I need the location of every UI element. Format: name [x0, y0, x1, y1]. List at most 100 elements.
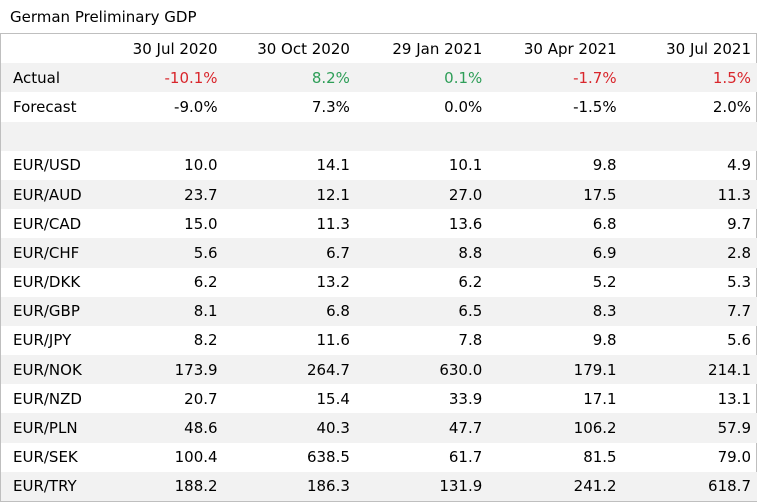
actual-value: 8.2%: [223, 63, 356, 93]
volatility-value: 14.1: [316, 156, 350, 175]
volatility-value: 23.7: [97, 179, 224, 210]
actual-value: -10.1%: [97, 63, 224, 93]
spacer-row: [1, 121, 757, 151]
volatility-value: 15.4: [316, 389, 350, 408]
column-header: 30 Apr 2021: [523, 39, 617, 58]
volatility-value: 10.1: [448, 156, 483, 175]
volatility-value: 20.7: [184, 389, 218, 408]
volatility-value: 106.2: [488, 413, 623, 443]
volatility-value: 7.8: [458, 331, 483, 350]
volatility-value: 6.2: [193, 273, 218, 292]
table-row: EUR/NOK 173.9 264.7 630.0 179.1 214.1: [1, 355, 757, 385]
header-row: 30 Jul 2020 30 Oct 2020 29 Jan 2021 30 A…: [1, 34, 757, 63]
volatility-value: 8.8: [355, 238, 489, 268]
volatility-value: 11.6: [316, 331, 350, 350]
volatility-value: 8.3: [488, 296, 623, 326]
volatility-value: 7.7: [622, 296, 757, 326]
forecast-value: -9.0%: [174, 97, 218, 116]
volatility-value: 15.0: [184, 214, 218, 233]
volatility-value: 5.3: [727, 273, 751, 292]
volatility-value: 638.5: [306, 448, 350, 467]
currency-pair-label: EUR/NZD: [13, 389, 82, 408]
column-header: 30 Jul 2021: [666, 39, 751, 58]
table-row: EUR/GBP 8.1 6.8 6.5 8.3 7.7: [1, 296, 757, 326]
volatility-value: 10.0: [184, 156, 218, 175]
volatility-value: 6.5: [355, 296, 489, 326]
row-label: Actual: [1, 63, 98, 93]
currency-pair-label: EUR/SEK: [13, 448, 78, 467]
currency-pair-label: EUR/JPY: [13, 331, 72, 350]
table-row: EUR/CHF 5.6 6.7 8.8 6.9 2.8: [1, 238, 757, 268]
table-row: EUR/TRY 188.2 186.3 131.9 241.2 618.7: [1, 471, 757, 501]
volatility-value: 11.3: [316, 214, 350, 233]
volatility-value: 6.7: [223, 238, 356, 268]
volatility-value: 2.8: [622, 238, 757, 268]
volatility-value: 241.2: [488, 471, 623, 501]
volatility-value: 186.3: [223, 471, 356, 501]
table-row: EUR/SEK 100.4 638.5 61.7 81.5 79.0: [1, 443, 757, 472]
forecast-value: -1.5%: [573, 97, 617, 116]
forecast-value: 7.3%: [311, 97, 350, 116]
table-row: EUR/AUD 23.7 12.1 27.0 17.5 11.3: [1, 179, 757, 210]
currency-pair-label: EUR/TRY: [1, 471, 98, 501]
actual-value: 0.1%: [355, 63, 489, 93]
volatility-value: 13.6: [448, 214, 483, 233]
volatility-value: 4.9: [727, 156, 751, 175]
spacer-cell: [97, 121, 224, 151]
volatility-value: 179.1: [488, 355, 623, 385]
actual-value: 1.5%: [622, 63, 757, 93]
column-header: 30 Oct 2020: [257, 39, 350, 58]
currency-pair-label: EUR/GBP: [1, 296, 98, 326]
currency-pair-label: EUR/CHF: [1, 238, 98, 268]
column-header: 30 Jul 2020: [132, 39, 218, 58]
currency-pair-rows: EUR/USD 10.0 14.1 10.1 9.8 4.9 EUR/AUD 23.7 12.1…: [1, 151, 757, 501]
volatility-value: 6.9: [488, 238, 623, 268]
volatility-value: 5.6: [97, 238, 224, 268]
spacer-cell: [488, 121, 623, 151]
volatility-value: 264.7: [223, 355, 356, 385]
volatility-value: 61.7: [448, 448, 483, 467]
volatility-value: 5.6: [727, 331, 751, 350]
volatility-value: 12.1: [223, 179, 356, 210]
table-row: EUR/NZD 20.7 15.4 33.9 17.1 13.1: [1, 384, 757, 413]
spacer-cell: [622, 121, 757, 151]
volatility-value: 6.8: [223, 296, 356, 326]
volatility-value: 81.5: [583, 448, 617, 467]
volatility-value: 6.2: [458, 273, 483, 292]
spacer-cell: [355, 121, 489, 151]
forecast-value: 0.0%: [444, 97, 483, 116]
volatility-value: 9.8: [592, 331, 617, 350]
currency-pair-label: EUR/USD: [13, 156, 81, 175]
volatility-value: 40.3: [223, 413, 356, 443]
volatility-value: 630.0: [355, 355, 489, 385]
volatility-value: 33.9: [448, 389, 483, 408]
volatility-value: 5.2: [592, 273, 617, 292]
volatility-value: 9.7: [727, 214, 751, 233]
forecast-row: Forecast -9.0% 7.3% 0.0% -1.5% 2.0%: [1, 92, 757, 121]
actual-row: Actual -10.1% 8.2% 0.1% -1.7% 1.5%: [1, 63, 757, 93]
volatility-value: 47.7: [355, 413, 489, 443]
volatility-value: 214.1: [622, 355, 757, 385]
volatility-value: 48.6: [97, 413, 224, 443]
volatility-value: 57.9: [622, 413, 757, 443]
volatility-value: 173.9: [97, 355, 224, 385]
currency-pair-label: EUR/PLN: [1, 413, 98, 443]
forecast-value: 2.0%: [712, 97, 751, 116]
volatility-value: 79.0: [717, 448, 751, 467]
volatility-value: 27.0: [355, 179, 489, 210]
gdp-volatility-table: 30 Jul 2020 30 Oct 2020 29 Jan 2021 30 A…: [1, 34, 757, 501]
spacer-cell: [223, 121, 356, 151]
table-row: EUR/DKK 6.2 13.2 6.2 5.2 5.3: [1, 268, 757, 297]
volatility-value: 11.3: [622, 179, 757, 210]
table-row: EUR/PLN 48.6 40.3 47.7 106.2 57.9: [1, 413, 757, 443]
table-row: EUR/USD 10.0 14.1 10.1 9.8 4.9: [1, 151, 757, 180]
volatility-value: 9.8: [592, 156, 617, 175]
volatility-value: 8.1: [97, 296, 224, 326]
gdp-table-container: 30 Jul 2020 30 Oct 2020 29 Jan 2021 30 A…: [0, 33, 757, 502]
actual-value: -1.7%: [488, 63, 623, 93]
volatility-value: 13.1: [717, 389, 751, 408]
table-title: German Preliminary GDP: [10, 8, 197, 26]
table-row: EUR/JPY 8.2 11.6 7.8 9.8 5.6: [1, 326, 757, 355]
volatility-value: 17.5: [488, 179, 623, 210]
volatility-value: 131.9: [355, 471, 489, 501]
